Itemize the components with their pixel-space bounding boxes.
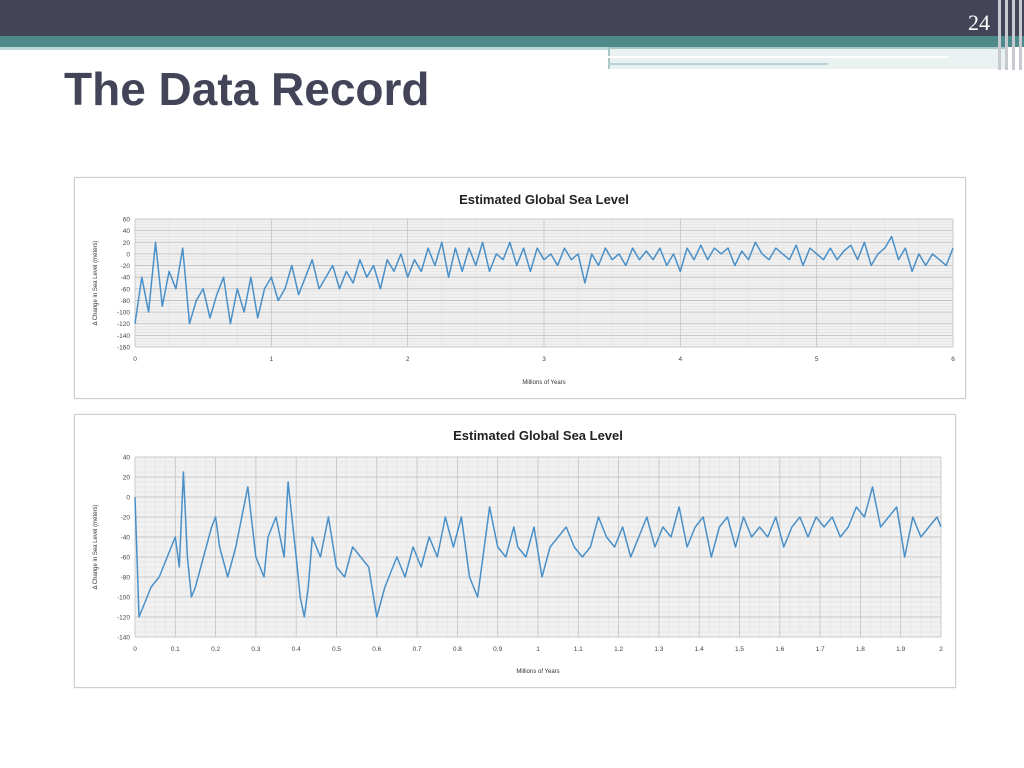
x-tick-label: 0.3: [251, 646, 260, 653]
x-tick-label: 1.1: [574, 646, 583, 653]
x-tick-label: 0.9: [493, 646, 502, 653]
x-tick-label: 2: [939, 646, 943, 653]
x-tick-label: 3: [542, 356, 546, 363]
x-tick-label: 0.8: [453, 646, 462, 653]
y-tick-label: -140: [117, 333, 130, 340]
y-tick-label: 60: [123, 217, 131, 224]
x-tick-label: 1.3: [654, 646, 663, 653]
x-tick-label: 0.4: [292, 646, 301, 653]
x-tick-label: 5: [815, 356, 819, 363]
y-tick-label: -80: [121, 298, 131, 305]
y-tick-label: 20: [123, 240, 131, 247]
x-tick-label: 1: [536, 646, 540, 653]
y-tick-label: -140: [117, 635, 130, 642]
y-axis-label: Δ Change in Sea Level (meters): [93, 504, 99, 589]
header-band: [0, 0, 1024, 36]
y-tick-label: 20: [123, 475, 131, 482]
y-tick-label: 0: [126, 251, 130, 258]
y-tick-label: 0: [126, 495, 130, 502]
x-tick-label: 1.5: [735, 646, 744, 653]
x-tick-label: 0.5: [332, 646, 341, 653]
x-tick-label: 6: [951, 356, 955, 363]
y-tick-label: -60: [121, 286, 131, 293]
y-tick-label: 40: [123, 228, 131, 235]
y-tick-label: 40: [123, 455, 131, 462]
y-tick-label: -160: [117, 345, 130, 352]
decorative-line: [608, 63, 828, 65]
y-tick-label: -40: [121, 275, 131, 282]
chart-panel-5-million-years: 60 40 20 0 -20 -40 -60 -80 -100 -120 -140 -160 0 1 2 3 4…: [74, 177, 966, 399]
y-tick-label: -80: [121, 575, 131, 582]
x-tick-label: 1.2: [614, 646, 623, 653]
x-tick-label: 0.1: [171, 646, 180, 653]
chart-panel-2-million-years: 40 20 0 -20 -40 -60 -80 -100 -120 -140 0 0.1 0.2 0.3 0…: [74, 414, 956, 688]
chart-title: Estimated Global Sea Level: [453, 428, 623, 443]
header-accent-line: [0, 47, 608, 50]
x-tick-label: 1.8: [856, 646, 865, 653]
chart-title: Estimated Global Sea Level: [459, 192, 629, 207]
x-tick-label: 0: [133, 356, 137, 363]
y-tick-label: -20: [121, 263, 131, 270]
header-accent-band: [0, 36, 1024, 47]
series-line-0: [134, 235, 954, 325]
y-tick-label: -100: [117, 595, 130, 602]
x-tick-label: 1.9: [896, 646, 905, 653]
x-tick-label: 0: [133, 646, 137, 653]
decorative-stripes: [996, 0, 1024, 70]
y-tick-label: -100: [117, 310, 130, 317]
x-axis-label: Millions of Years: [522, 380, 565, 386]
decorative-line-block: [608, 47, 1008, 69]
decorative-line: [608, 56, 948, 58]
x-tick-label: 0.2: [211, 646, 220, 653]
slide-number: 24: [968, 10, 990, 35]
x-tick-label: 1.4: [695, 646, 704, 653]
x-tick-label: 1: [270, 356, 274, 363]
y-tick-label: -60: [121, 555, 131, 562]
x-tick-label: 2: [406, 356, 410, 363]
x-tick-label: 0.6: [372, 646, 381, 653]
x-tick-label: 1.7: [816, 646, 825, 653]
slide-title: The Data Record: [64, 63, 430, 115]
y-axis-label: Δ Change in Sea Level (meters): [93, 240, 99, 325]
x-tick-label: 1.6: [775, 646, 784, 653]
y-tick-label: -120: [117, 321, 130, 328]
x-axis-label: Millions of Years: [516, 669, 559, 675]
y-tick-label: -20: [121, 515, 131, 522]
series-line-0: [134, 471, 942, 618]
y-tick-label: -120: [117, 615, 130, 622]
x-tick-label: 0.7: [413, 646, 422, 653]
x-tick-label: 4: [679, 356, 683, 363]
y-tick-label: -40: [121, 535, 131, 542]
